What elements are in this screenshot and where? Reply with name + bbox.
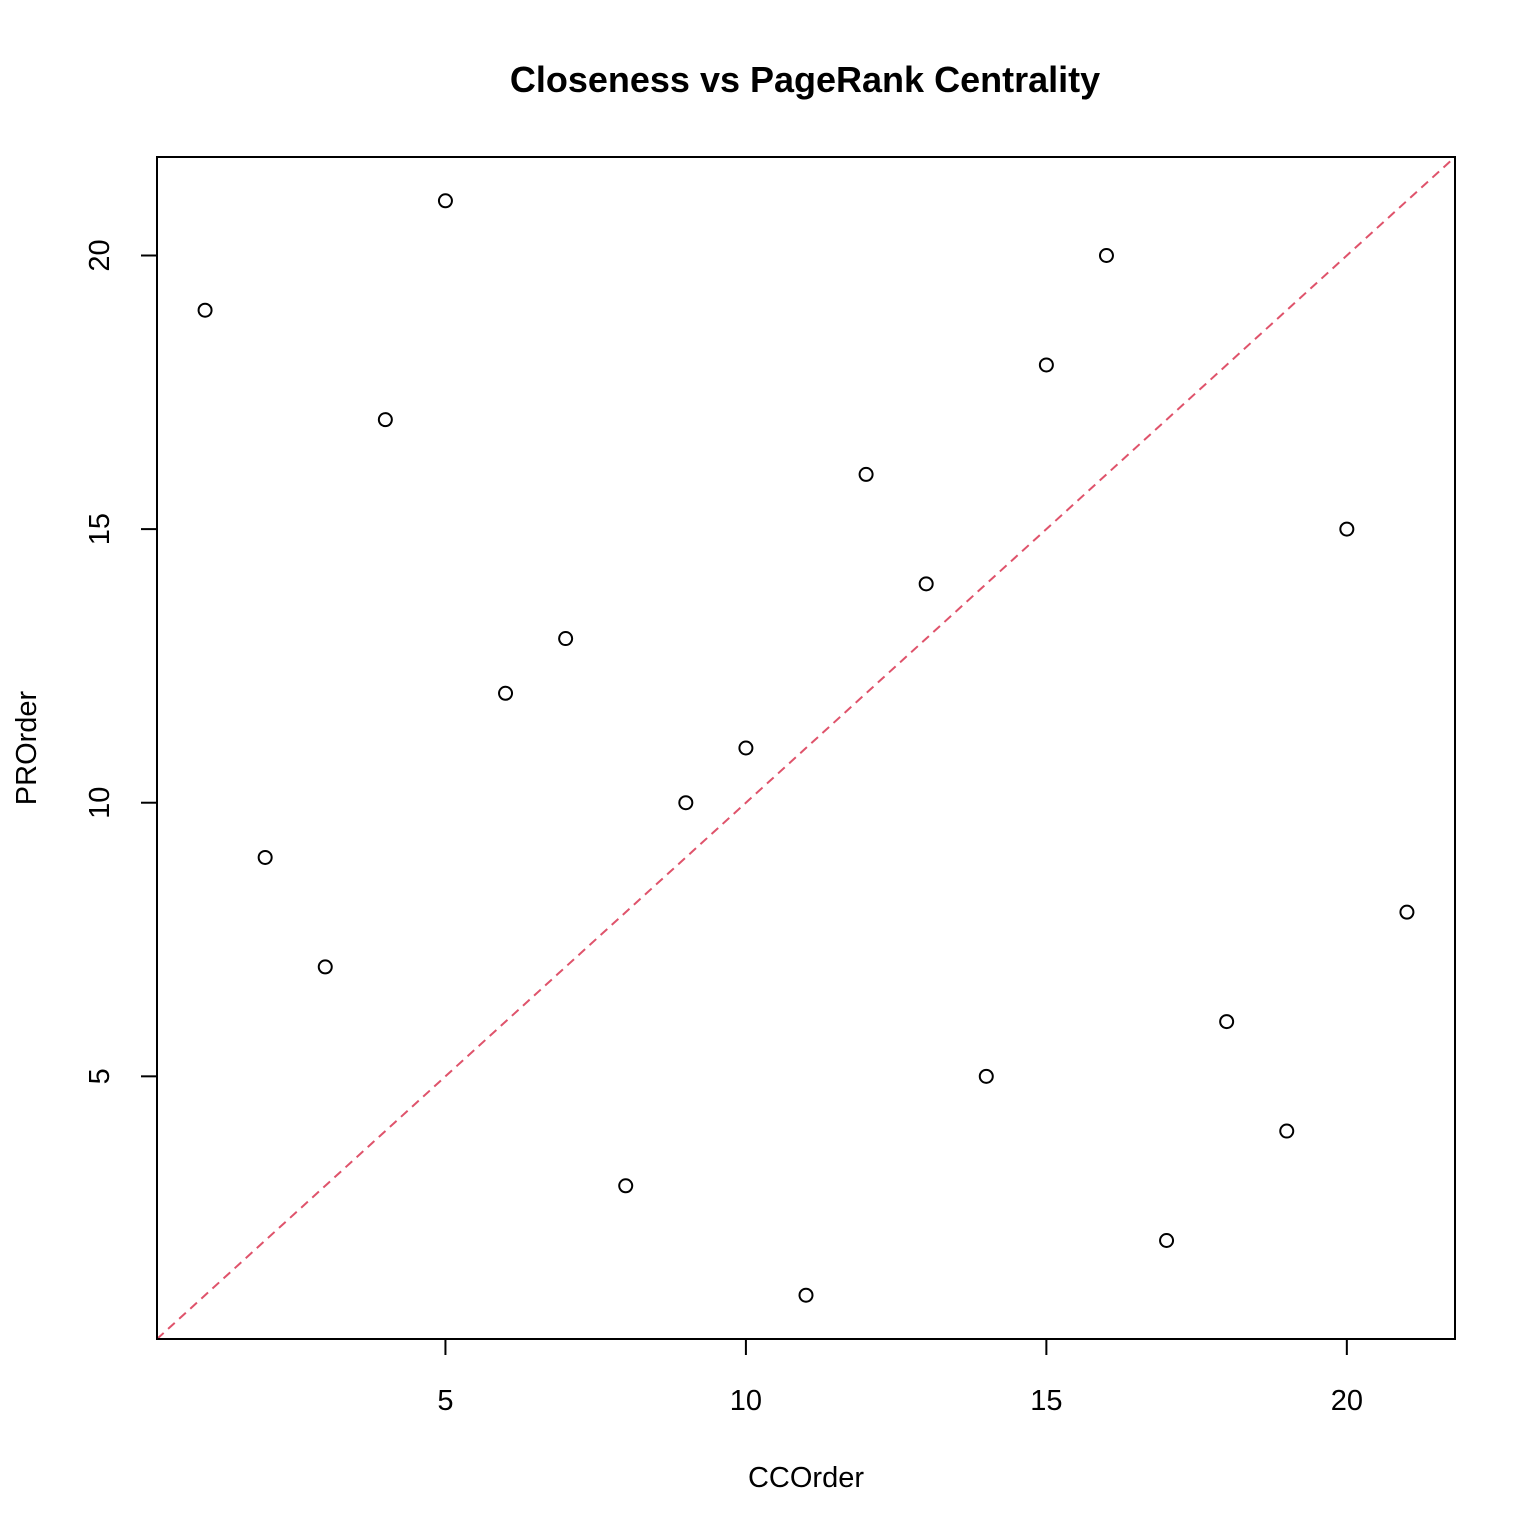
x-axis: 5 10 15 20 xyxy=(437,1339,1363,1417)
data-point xyxy=(317,959,333,975)
x-tick-label: 5 xyxy=(437,1385,453,1417)
data-point xyxy=(558,631,574,647)
data-point xyxy=(257,849,273,865)
x-tick-label: 15 xyxy=(1030,1385,1062,1417)
data-point xyxy=(437,193,453,209)
reference-line xyxy=(156,156,1456,1340)
y-tick-label: 10 xyxy=(84,787,116,819)
y-axis-label: PROrder xyxy=(11,690,43,805)
data-point xyxy=(1399,904,1415,920)
data-point xyxy=(1339,521,1355,537)
data-point xyxy=(618,1178,634,1194)
data-point xyxy=(1219,1014,1235,1030)
data-point xyxy=(858,466,874,482)
data-point xyxy=(1159,1233,1175,1248)
data-point xyxy=(678,795,694,811)
data-point xyxy=(1098,248,1114,263)
data-point xyxy=(978,1068,994,1084)
y-axis: 5 10 15 20 xyxy=(84,239,157,1084)
chart-title: Closeness vs PageRank Centrality xyxy=(510,59,1100,100)
x-tick-label: 20 xyxy=(1331,1385,1363,1417)
data-point xyxy=(1279,1123,1295,1139)
x-axis-label: CCOrder xyxy=(748,1462,864,1494)
data-point xyxy=(1038,357,1054,373)
y-tick-label: 15 xyxy=(84,513,116,545)
y-tick-label: 5 xyxy=(84,1068,116,1084)
data-point xyxy=(498,685,514,701)
data-point xyxy=(738,740,754,756)
data-point xyxy=(377,412,393,428)
x-tick-label: 10 xyxy=(730,1385,762,1417)
data-point xyxy=(197,302,213,318)
data-point xyxy=(798,1287,814,1303)
plot-frame xyxy=(156,156,1456,1340)
y-tick-label: 20 xyxy=(84,239,116,271)
data-point xyxy=(918,576,934,592)
